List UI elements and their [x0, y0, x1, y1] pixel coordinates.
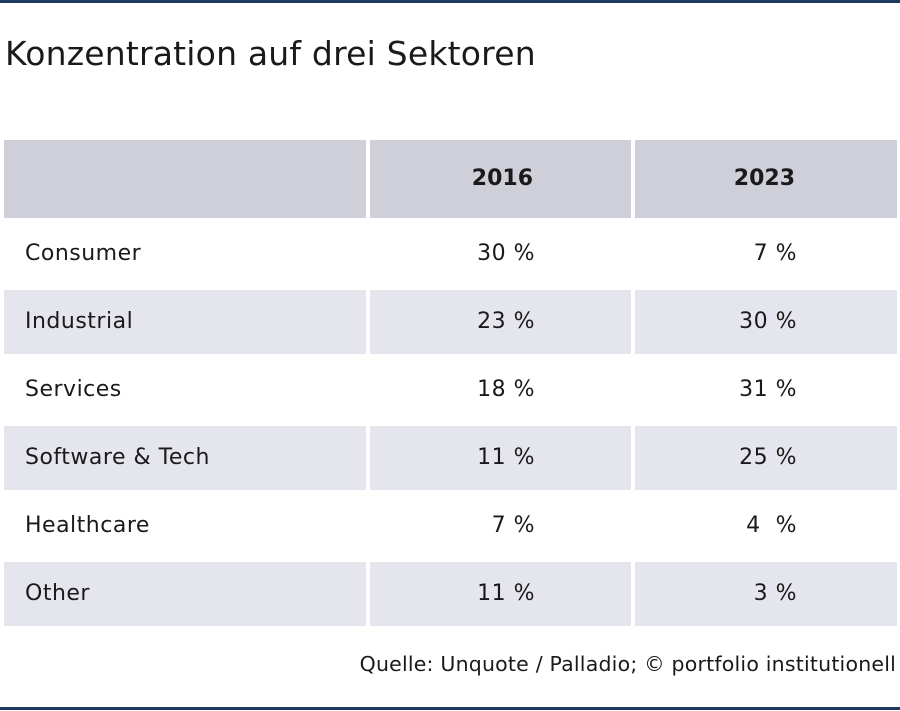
sector-label: Consumer — [25, 241, 142, 266]
table-header-row: 2016 2023 — [4, 140, 897, 218]
row-label-cell: Other — [4, 562, 366, 626]
value-cell-2016: 30 % — [370, 218, 631, 290]
top-rule — [0, 0, 900, 3]
value-cell-2023: 31 % — [635, 354, 897, 426]
row-label-cell: Consumer — [4, 218, 366, 290]
sector-label: Other — [25, 581, 90, 606]
value-2016: 11 % — [477, 581, 535, 606]
sector-table: 2016 2023 Consumer 30 % 7 % Industrial 23 % 3… — [4, 140, 897, 626]
value-cell-2023: 30 % — [635, 290, 897, 354]
value-cell-2023: 4 % — [635, 490, 897, 562]
value-2023: 31 % — [739, 377, 797, 402]
table-row: Services 18 % 31 % — [4, 354, 897, 426]
value-2016: 18 % — [477, 377, 535, 402]
value-cell-2016: 7 % — [370, 490, 631, 562]
value-cell-2016: 11 % — [370, 426, 631, 490]
table-row: Industrial 23 % 30 % — [4, 290, 897, 354]
table-body: Consumer 30 % 7 % Industrial 23 % 30 % Service… — [4, 218, 897, 626]
table-row: Other 11 % 3 % — [4, 562, 897, 626]
value-2016: 30 % — [477, 241, 535, 266]
column-header: 2016 — [471, 166, 533, 191]
sector-label: Industrial — [25, 309, 134, 334]
source-note: Quelle: Unquote / Palladio; © portfolio … — [359, 652, 896, 676]
header-cell-2023: 2023 — [635, 140, 897, 218]
value-cell-2023: 25 % — [635, 426, 897, 490]
value-cell-2023: 3 % — [635, 562, 897, 626]
value-2023: 3 % — [753, 581, 797, 606]
value-cell-2016: 11 % — [370, 562, 631, 626]
value-2016: 7 % — [491, 513, 535, 538]
value-2016: 23 % — [477, 309, 535, 334]
table-row: Software & Tech 11 % 25 % — [4, 426, 897, 490]
header-cell-2016: 2016 — [370, 140, 631, 218]
value-2023: 4 % — [746, 513, 797, 538]
row-label-cell: Services — [4, 354, 366, 426]
value-2023: 25 % — [739, 445, 797, 470]
row-label-cell: Software & Tech — [4, 426, 366, 490]
table-row: Consumer 30 % 7 % — [4, 218, 897, 290]
row-label-cell: Healthcare — [4, 490, 366, 562]
sector-label: Software & Tech — [25, 445, 210, 470]
value-cell-2016: 18 % — [370, 354, 631, 426]
value-2016: 11 % — [477, 445, 535, 470]
sector-label: Services — [25, 377, 122, 402]
column-header: 2023 — [733, 166, 795, 191]
row-label-cell: Industrial — [4, 290, 366, 354]
header-cell-empty — [4, 140, 366, 218]
chart-title: Konzentration auf drei Sektoren — [5, 34, 536, 73]
sector-label: Healthcare — [25, 513, 150, 538]
bottom-rule — [0, 707, 900, 710]
value-2023: 30 % — [739, 309, 797, 334]
value-cell-2016: 23 % — [370, 290, 631, 354]
table-row: Healthcare 7 % 4 % — [4, 490, 897, 562]
value-2023: 7 % — [753, 241, 797, 266]
value-cell-2023: 7 % — [635, 218, 897, 290]
